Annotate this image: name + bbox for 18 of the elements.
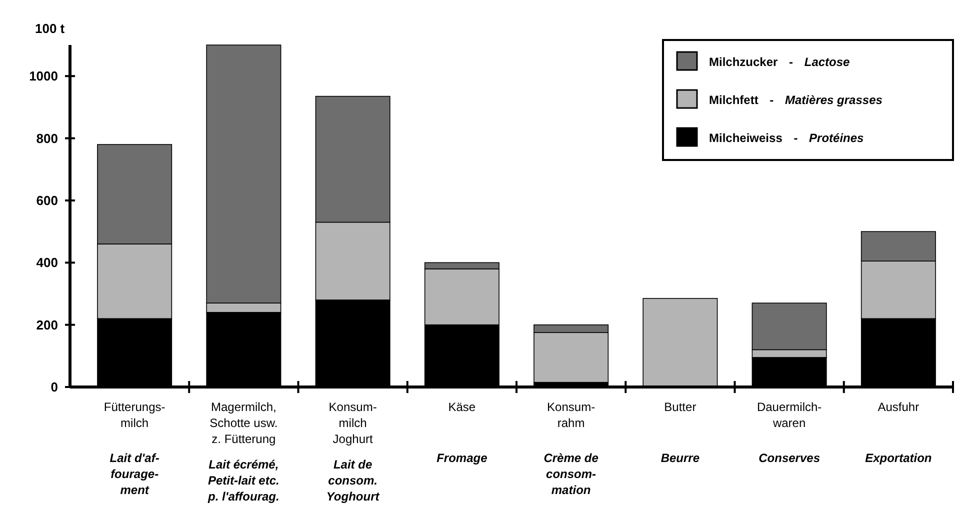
legend-label: Milcheiweiss - Protéines bbox=[709, 131, 864, 146]
category-label: Konsum- rahm Crème de consom- mation bbox=[544, 400, 598, 498]
x-tick-label: Konsum- milch Joghurt Lait de consom. Yoghourt bbox=[326, 400, 380, 504]
y-axis-title: 100 t bbox=[35, 21, 66, 36]
y-tick-label: 1000 bbox=[29, 68, 58, 84]
category-label: Fütterungs- milch Lait d'af- fourage- ment bbox=[104, 400, 166, 498]
y-tick-label: 0 bbox=[50, 380, 58, 395]
y-tick-label: 400 bbox=[36, 255, 58, 270]
legend-label: Milchfett - Matières grasses bbox=[709, 93, 883, 108]
y-tick-label: 600 bbox=[36, 193, 58, 208]
legend-label: Milchzucker - Lactose bbox=[709, 55, 850, 70]
y-tick-label: 200 bbox=[36, 317, 58, 332]
y-tick-label: 800 bbox=[36, 130, 58, 146]
category-label: Butter Beurre bbox=[660, 400, 700, 466]
category-label: Dauermilch- waren Conserves bbox=[756, 400, 822, 466]
category-label: Ausfuhr Exportation bbox=[865, 400, 932, 466]
x-tick-label: Magermilch, Schotte usw. z. Fütterung Lait écrémé, Petit-lait etc. p. l'affourag. bbox=[207, 400, 280, 504]
category-label: Käse Fromage bbox=[436, 400, 488, 466]
